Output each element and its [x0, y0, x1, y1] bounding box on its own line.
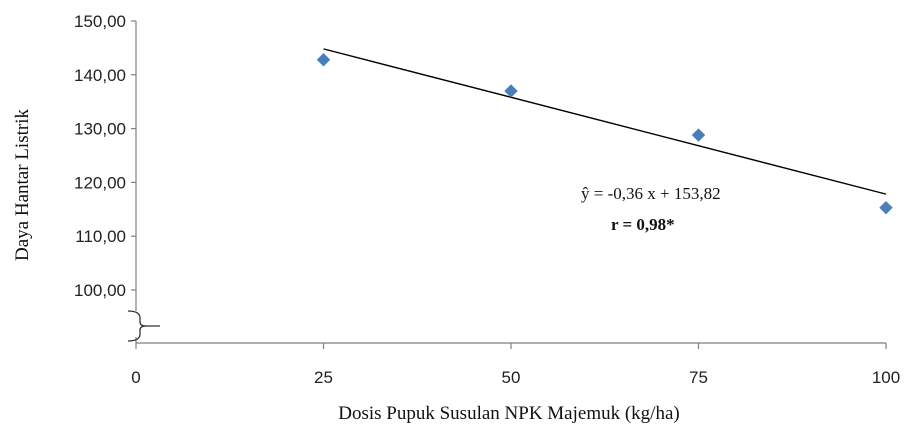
correlation-coefficient: r = 0,98* — [611, 215, 675, 234]
y-tick-label: 140,00 — [74, 66, 126, 85]
x-tick-label: 0 — [131, 368, 140, 387]
x-tick-label: 100 — [872, 368, 900, 387]
y-tick-label: 100,00 — [74, 281, 126, 300]
y-axis — [127, 20, 160, 343]
trendline — [323, 48, 887, 195]
y-tick-label: 130,00 — [74, 120, 126, 139]
data-points — [316, 53, 893, 215]
y-tick-labels: 100,00 110,00 120,00 130,00 140,00 150,00 — [74, 12, 126, 300]
axis-break-icon — [127, 310, 160, 342]
data-point — [504, 84, 518, 98]
x-axis — [135, 342, 887, 349]
data-point — [691, 128, 706, 142]
x-tick-labels: 0 25 50 75 100 — [131, 368, 900, 387]
x-tick-label: 25 — [314, 368, 333, 387]
data-point — [879, 200, 893, 215]
regression-equation: ŷ = -0,36 x + 153,82 — [581, 184, 721, 203]
x-axis-title: Dosis Pupuk Susulan NPK Majemuk (kg/ha) — [338, 403, 679, 424]
x-tick-label: 75 — [689, 368, 708, 387]
y-tick-label: 110,00 — [75, 227, 126, 246]
x-tick-label: 50 — [502, 368, 521, 387]
y-tick-label: 120,00 — [74, 173, 126, 192]
y-tick-label: 150,00 — [74, 12, 126, 31]
data-point — [316, 53, 331, 67]
y-axis-title: Daya Hantar Listrik — [12, 109, 33, 261]
regression-line — [323, 48, 887, 195]
